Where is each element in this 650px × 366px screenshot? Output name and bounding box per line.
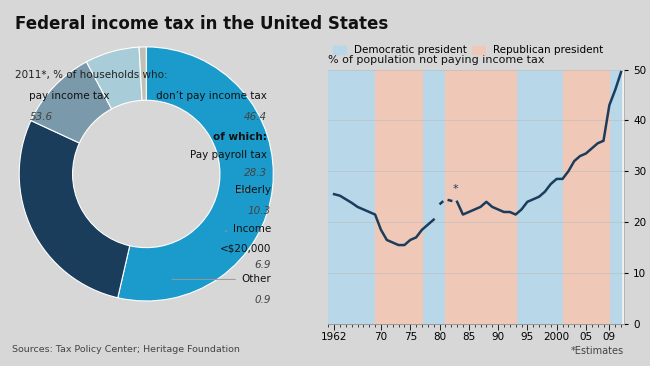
Wedge shape [139, 47, 146, 100]
Bar [422, 70, 445, 324]
Text: of which:: of which: [213, 132, 267, 142]
Wedge shape [20, 120, 130, 298]
Text: *: * [452, 184, 458, 194]
Text: Income: Income [225, 224, 271, 234]
Wedge shape [118, 47, 273, 301]
Text: Pay payroll tax: Pay payroll tax [190, 150, 267, 160]
Text: 2011*, % of households who:: 2011*, % of households who: [15, 70, 168, 80]
Text: Other: Other [172, 274, 271, 284]
Text: <$20,000: <$20,000 [220, 244, 271, 254]
Text: Sources: Tax Policy Center; Heritage Foundation: Sources: Tax Policy Center; Heritage Fou… [12, 345, 240, 354]
Text: 46.4: 46.4 [244, 112, 267, 122]
Text: % of population not paying income tax: % of population not paying income tax [328, 55, 545, 65]
Bar [515, 70, 562, 324]
Text: 10.3: 10.3 [248, 206, 271, 216]
Text: don’t pay income tax: don’t pay income tax [156, 92, 267, 101]
Bar [445, 70, 515, 324]
Text: 28.3: 28.3 [244, 168, 267, 178]
Text: 6.9: 6.9 [254, 260, 271, 270]
Bar [609, 70, 621, 324]
Bar [375, 70, 422, 324]
Text: *Estimates: *Estimates [571, 346, 624, 356]
Bar [328, 70, 375, 324]
Text: pay income tax: pay income tax [29, 92, 110, 101]
Bar [562, 70, 609, 324]
Text: 53.6: 53.6 [29, 112, 53, 122]
Text: Elderly: Elderly [235, 186, 271, 195]
Wedge shape [86, 47, 142, 109]
Legend: Democratic president, Republican president: Democratic president, Republican preside… [333, 45, 603, 56]
Wedge shape [31, 62, 112, 143]
Text: Federal income tax in the United States: Federal income tax in the United States [15, 15, 388, 33]
Text: 0.9: 0.9 [254, 295, 271, 305]
